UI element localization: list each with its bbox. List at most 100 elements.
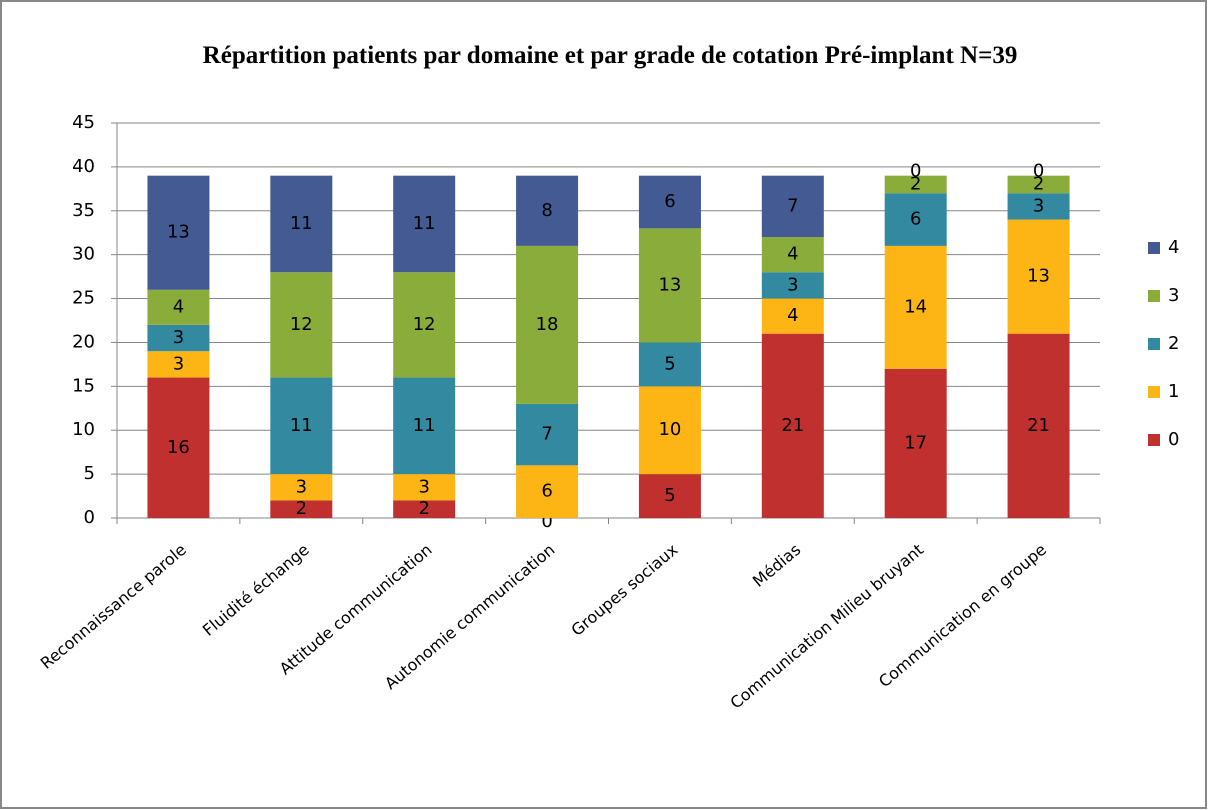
- data-label: 16: [167, 437, 190, 458]
- y-tick-label: 25: [72, 288, 95, 309]
- data-label: 6: [541, 481, 552, 502]
- data-label: 11: [290, 213, 313, 234]
- bar-segment: [884, 193, 947, 246]
- data-label: 0: [1033, 161, 1044, 182]
- data-label: 13: [658, 274, 681, 295]
- data-label: 4: [173, 296, 184, 317]
- data-label: 13: [1027, 266, 1050, 287]
- data-label: 10: [658, 419, 681, 440]
- bar-segment: [638, 386, 701, 475]
- y-tick-label: 0: [84, 507, 95, 528]
- bar-segment: [270, 377, 333, 475]
- bar-segment: [761, 175, 824, 238]
- data-label: 0: [541, 511, 552, 532]
- data-label: 3: [1033, 195, 1044, 216]
- bar-segment: [761, 333, 824, 518]
- bar-segment: [270, 474, 333, 501]
- data-label: 5: [664, 353, 675, 374]
- legend-label: 1: [1168, 381, 1179, 402]
- data-label: 18: [536, 314, 559, 335]
- data-label: 4: [787, 305, 798, 326]
- data-label: 11: [413, 415, 436, 436]
- legend-label: 2: [1168, 333, 1179, 354]
- bar-segment: [270, 500, 333, 518]
- data-label: 3: [173, 353, 184, 374]
- data-label: 2: [418, 498, 429, 519]
- y-tick-label: 30: [72, 244, 95, 265]
- legend-label: 3: [1168, 285, 1179, 306]
- y-tick-label: 5: [84, 463, 95, 484]
- y-tick-label: 45: [72, 112, 95, 133]
- data-label: 12: [413, 314, 436, 335]
- bar-segment: [393, 500, 456, 518]
- bar-segment: [761, 237, 824, 273]
- bar-segment: [761, 298, 824, 334]
- bar-segment: [147, 289, 210, 325]
- data-label: 2: [910, 173, 921, 194]
- data-label: 7: [787, 195, 798, 216]
- bar-segment: [638, 228, 701, 343]
- bar-segment: [147, 377, 210, 518]
- legend-swatch: [1148, 338, 1160, 350]
- bar-segment: [884, 368, 947, 518]
- data-label: 3: [296, 476, 307, 497]
- data-label: 6: [664, 191, 675, 212]
- bar-segment: [638, 474, 701, 518]
- bar-segment: [393, 175, 456, 273]
- bar-segment: [638, 175, 701, 229]
- bar-segment: [393, 377, 456, 475]
- bar-segment: [1007, 193, 1070, 220]
- data-label: 6: [910, 209, 921, 230]
- legend-swatch: [1148, 434, 1160, 446]
- data-label: 13: [167, 222, 190, 243]
- bar-segment: [884, 245, 947, 369]
- data-label: 4: [787, 244, 798, 265]
- bar-segment: [516, 465, 579, 518]
- bar-segment: [147, 175, 210, 290]
- y-tick-label: 10: [72, 419, 95, 440]
- data-label: 21: [781, 415, 804, 436]
- bar-segment: [393, 474, 456, 501]
- data-label: 21: [1027, 415, 1050, 436]
- bar-segment: [516, 245, 579, 404]
- bar-segment: [761, 272, 824, 299]
- bar-segment: [147, 351, 210, 378]
- data-label: 8: [541, 200, 552, 221]
- legend-swatch: [1148, 290, 1160, 302]
- bar-segment: [1007, 175, 1070, 194]
- data-label: 2: [296, 498, 307, 519]
- bar-segment: [1007, 219, 1070, 334]
- bar-segment: [516, 175, 579, 246]
- data-label: 5: [664, 485, 675, 506]
- data-label: 3: [418, 476, 429, 497]
- data-label: 11: [413, 213, 436, 234]
- data-label: 12: [290, 314, 313, 335]
- data-label: 11: [290, 415, 313, 436]
- data-label: 17: [904, 432, 927, 453]
- chart-title: Répartition patients par domaine et par …: [202, 42, 1018, 69]
- y-tick-label: 35: [72, 200, 95, 221]
- bar-segment: [270, 175, 333, 273]
- legend-swatch: [1148, 242, 1160, 254]
- bar-segment: [884, 175, 947, 194]
- y-tick-label: 40: [72, 156, 95, 177]
- y-tick-label: 15: [72, 375, 95, 396]
- data-label: 2: [1033, 173, 1044, 194]
- data-label: 14: [904, 296, 927, 317]
- data-label: 0: [910, 161, 921, 182]
- data-label: 3: [787, 274, 798, 295]
- bar-segment: [1007, 333, 1070, 518]
- bar-segment: [270, 272, 333, 378]
- bar-segment: [516, 403, 579, 466]
- bar-segment: [147, 324, 210, 352]
- legend-swatch: [1148, 386, 1160, 398]
- y-tick-label: 20: [72, 331, 95, 352]
- bar-segment: [638, 342, 701, 387]
- legend-label: 4: [1168, 237, 1179, 258]
- legend-label: 0: [1168, 429, 1179, 450]
- data-label: 3: [173, 327, 184, 348]
- bar-segment: [393, 272, 456, 378]
- data-label: 7: [541, 424, 552, 445]
